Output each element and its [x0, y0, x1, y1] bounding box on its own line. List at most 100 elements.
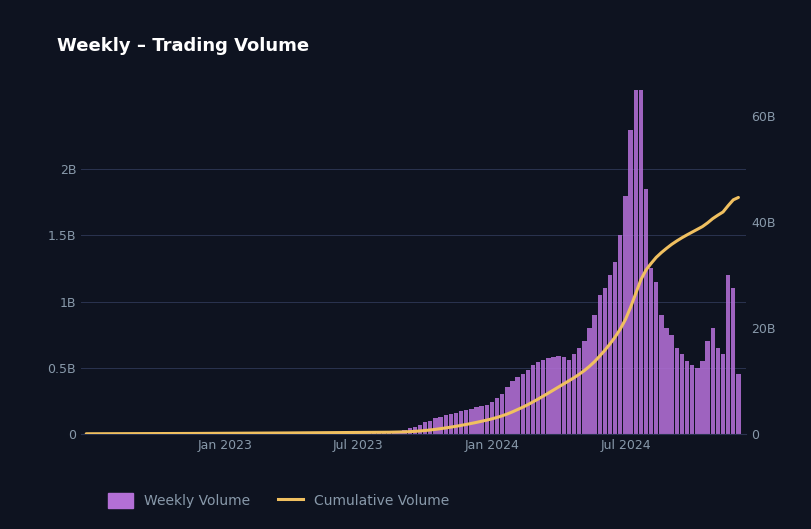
Bar: [269, 433, 273, 434]
Bar: [603, 288, 607, 434]
Bar: [684, 361, 689, 434]
Bar: [202, 433, 207, 434]
Bar: [454, 413, 458, 434]
Bar: [228, 433, 232, 434]
Bar: [259, 433, 263, 434]
Bar: [556, 355, 561, 434]
Bar: [217, 433, 222, 434]
Bar: [700, 361, 705, 434]
Bar: [479, 406, 484, 434]
Bar: [669, 334, 674, 434]
Bar: [654, 281, 659, 434]
Bar: [593, 315, 597, 434]
Bar: [310, 433, 315, 434]
Bar: [238, 433, 242, 434]
Bar: [715, 348, 720, 434]
Bar: [562, 357, 566, 434]
Bar: [551, 357, 556, 434]
Bar: [212, 433, 217, 434]
Bar: [315, 433, 320, 434]
Bar: [182, 433, 186, 434]
Bar: [294, 433, 299, 434]
Bar: [675, 348, 679, 434]
Bar: [290, 433, 294, 434]
Bar: [690, 365, 694, 434]
Bar: [187, 433, 191, 434]
Bar: [320, 433, 324, 434]
Bar: [254, 433, 258, 434]
Bar: [402, 430, 407, 434]
Bar: [736, 375, 740, 434]
Bar: [721, 354, 725, 434]
Bar: [448, 414, 453, 434]
Bar: [418, 424, 423, 434]
Bar: [608, 275, 612, 434]
Bar: [582, 341, 586, 434]
Bar: [649, 268, 654, 434]
Bar: [474, 407, 478, 434]
Bar: [336, 433, 340, 434]
Bar: [408, 428, 412, 434]
Bar: [536, 362, 540, 434]
Bar: [166, 433, 170, 434]
Bar: [624, 196, 628, 434]
Bar: [274, 433, 278, 434]
Bar: [598, 295, 602, 434]
Bar: [325, 433, 330, 434]
Bar: [377, 433, 381, 434]
Bar: [428, 421, 432, 434]
Bar: [470, 408, 474, 434]
Bar: [356, 433, 361, 434]
Bar: [171, 433, 176, 434]
Bar: [659, 315, 663, 434]
Bar: [495, 398, 500, 434]
Bar: [439, 417, 443, 434]
Bar: [505, 387, 509, 434]
Bar: [485, 405, 489, 434]
Bar: [305, 433, 309, 434]
Bar: [613, 262, 617, 434]
Bar: [531, 365, 535, 434]
Bar: [331, 433, 335, 434]
Bar: [264, 433, 268, 434]
Bar: [444, 415, 448, 434]
Bar: [208, 433, 212, 434]
Bar: [393, 432, 397, 434]
Bar: [510, 381, 515, 434]
Bar: [567, 360, 571, 434]
Bar: [346, 433, 350, 434]
Bar: [177, 433, 181, 434]
Bar: [223, 433, 227, 434]
Bar: [433, 418, 438, 434]
Legend: Weekly Volume, Cumulative Volume: Weekly Volume, Cumulative Volume: [108, 494, 449, 508]
Bar: [387, 432, 392, 434]
Bar: [639, 90, 643, 434]
Bar: [382, 433, 386, 434]
Bar: [587, 328, 592, 434]
Bar: [243, 433, 247, 434]
Bar: [644, 189, 648, 434]
Bar: [397, 431, 401, 434]
Bar: [695, 368, 700, 434]
Bar: [526, 370, 530, 434]
Bar: [572, 354, 577, 434]
Bar: [541, 360, 546, 434]
Bar: [680, 354, 684, 434]
Bar: [423, 422, 427, 434]
Bar: [577, 348, 581, 434]
Bar: [521, 375, 525, 434]
Bar: [710, 328, 715, 434]
Bar: [362, 433, 366, 434]
Bar: [629, 130, 633, 434]
Bar: [341, 433, 345, 434]
Bar: [351, 433, 355, 434]
Bar: [285, 433, 289, 434]
Bar: [726, 275, 731, 434]
Bar: [367, 433, 371, 434]
Text: Weekly – Trading Volume: Weekly – Trading Volume: [57, 37, 309, 55]
Bar: [516, 377, 520, 434]
Bar: [490, 402, 494, 434]
Bar: [248, 433, 253, 434]
Bar: [618, 235, 623, 434]
Bar: [633, 90, 638, 434]
